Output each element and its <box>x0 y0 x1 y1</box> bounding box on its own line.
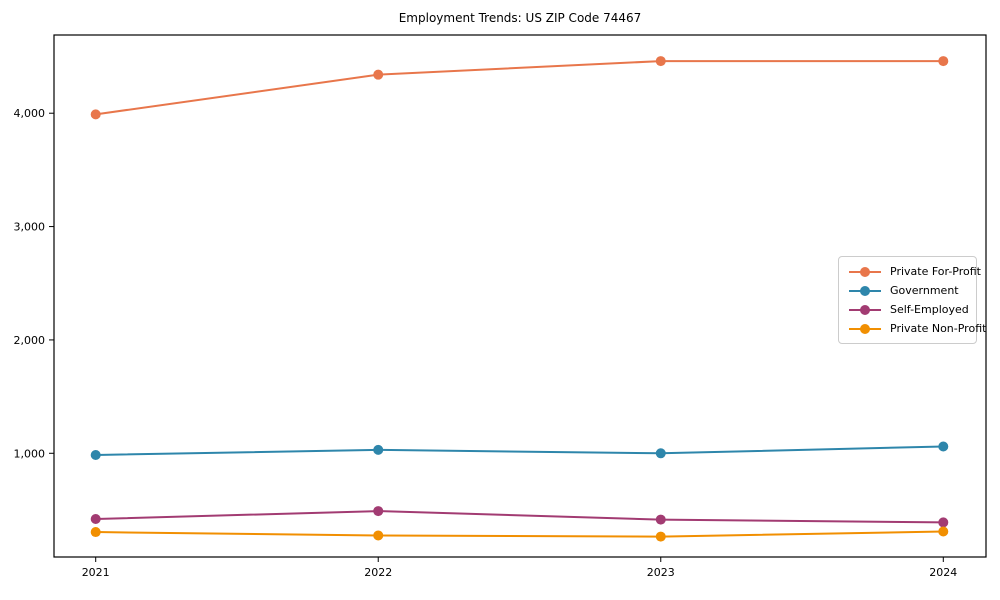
legend-label: Self-Employed <box>890 303 969 316</box>
series-line <box>95 510 944 524</box>
y-tick-label: 3,000 <box>14 221 46 234</box>
series-line <box>95 530 944 538</box>
data-point <box>90 449 101 460</box>
y-tick-label: 1,000 <box>14 447 46 460</box>
legend: Private For-Profit Government Self-Employe… <box>838 256 986 344</box>
data-point <box>938 56 949 67</box>
x-tick-label: 2022 <box>364 566 392 579</box>
plot-border <box>53 34 987 558</box>
data-point <box>373 69 384 80</box>
data-point <box>373 444 384 455</box>
legend-swatch <box>849 304 881 315</box>
data-point <box>655 448 666 459</box>
x-tick-label: 2021 <box>82 566 110 579</box>
x-tick-label: 2023 <box>647 566 675 579</box>
data-point <box>655 514 666 525</box>
legend-swatch <box>849 285 881 296</box>
legend-item: Private For-Profit <box>847 262 981 281</box>
data-point <box>655 531 666 542</box>
legend-label: Private For-Profit <box>890 265 981 278</box>
data-point <box>90 109 101 120</box>
data-point <box>938 517 949 528</box>
y-tick-label: 2,000 <box>14 334 46 347</box>
data-point <box>655 56 666 67</box>
legend-swatch <box>849 266 881 277</box>
data-point <box>938 441 949 452</box>
legend-item: Government <box>847 281 968 300</box>
x-tick-label: 2024 <box>929 566 957 579</box>
legend-label: Government <box>890 284 959 297</box>
data-point <box>373 506 384 517</box>
data-point <box>90 527 101 538</box>
data-point <box>90 514 101 525</box>
legend-swatch <box>849 323 881 334</box>
y-tick-label: 4,000 <box>14 107 46 120</box>
chart-title: Employment Trends: US ZIP Code 74467 <box>398 11 642 25</box>
data-point <box>938 526 949 537</box>
data-point <box>373 530 384 541</box>
series-line <box>95 445 944 456</box>
legend-item: Private Non-Profit <box>847 319 986 338</box>
legend-label: Private Non-Profit <box>890 322 987 335</box>
series-line <box>95 60 944 116</box>
legend-item: Self-Employed <box>847 300 969 319</box>
